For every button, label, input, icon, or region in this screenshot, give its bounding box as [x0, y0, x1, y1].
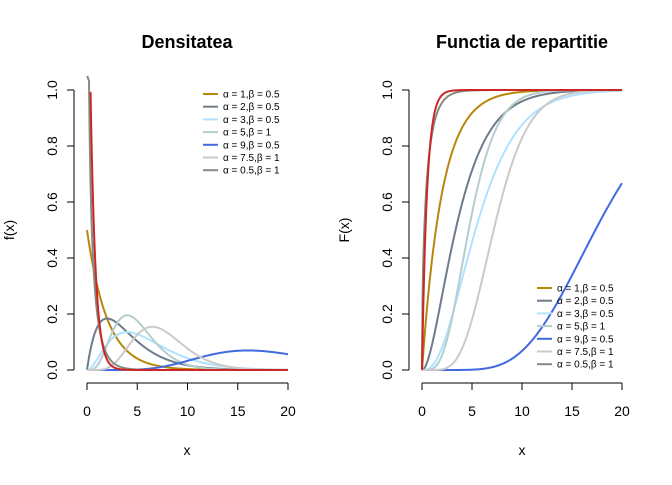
legend-label: α = 1,β = 0.5: [557, 284, 614, 295]
y-tick-label: 0.2: [44, 304, 60, 324]
legend-item: α = 7.5,β = 1: [537, 347, 614, 358]
legend-item: α = 2,β = 0.5: [537, 296, 614, 307]
legend-label: α = 7.5,β = 1: [557, 347, 614, 358]
series-curves: [421, 89, 623, 371]
y-tick-label: 0.6: [379, 192, 395, 212]
legend-item: α = 9,β = 0.5: [203, 140, 280, 151]
legend-item: α = 3,β = 0.5: [537, 309, 614, 320]
x-axis: 0 5 10 15 20: [83, 382, 296, 419]
legend-label: α = 9,β = 0.5: [557, 334, 614, 345]
x-tick-label: 10: [514, 403, 530, 419]
legend-item: α = 0.5,β = 1: [537, 360, 614, 371]
density-panel: Densitatea 0 5 10 15 20 x 0.0 0.2 0.4 0.6 0.8 1.0 f(x…: [1, 32, 296, 458]
y-tick-label: 1.0: [379, 80, 395, 100]
legend-item: α = 5,β = 1: [537, 322, 606, 333]
y-axis-label: f(x): [1, 220, 17, 240]
legend-label: α = 0.5,β = 1: [223, 166, 280, 177]
legend-item: α = 1,β = 0.5: [203, 90, 280, 101]
x-tick-label: 5: [468, 403, 476, 419]
y-tick-label: 0.0: [44, 360, 60, 380]
series-line--9-0.5: [421, 182, 623, 371]
legend-label: α = 2,β = 0.5: [223, 102, 280, 113]
y-tick-label: 0.4: [44, 248, 60, 268]
x-tick-label: 15: [230, 403, 246, 419]
legend-item: α = 7.5,β = 1: [203, 153, 280, 164]
legend-item: α = 9,β = 0.5: [537, 334, 614, 345]
legend-label: α = 2,β = 0.5: [557, 296, 614, 307]
x-axis-label: x: [519, 442, 526, 458]
chart-title: Functia de repartitie: [436, 32, 608, 52]
x-tick-label: 0: [83, 403, 91, 419]
y-tick-label: 0.4: [379, 248, 395, 268]
y-axis: 0.0 0.2 0.4 0.6 0.8 1.0: [44, 80, 75, 380]
series-line-unlabeled-7: [421, 89, 623, 371]
y-axis: 0.0 0.2 0.4 0.6 0.8 1.0: [379, 80, 410, 380]
legend-label: α = 9,β = 0.5: [223, 140, 280, 151]
legend-label: α = 3,β = 0.5: [223, 115, 280, 126]
y-tick-label: 0.8: [379, 136, 395, 156]
y-tick-label: 0.0: [379, 360, 395, 380]
series-line-unlabeled-7: [89, 91, 289, 371]
legend: α = 1,β = 0.5α = 2,β = 0.5 α = 3,β = 0.5 α…: [537, 284, 614, 371]
legend-item: α = 3,β = 0.5: [203, 115, 280, 126]
y-tick-label: 0.2: [379, 304, 395, 324]
legend-label: α = 3,β = 0.5: [557, 309, 614, 320]
legend-label: α = 7.5,β = 1: [223, 153, 280, 164]
y-tick-label: 0.8: [44, 136, 60, 156]
series-line--7.5-1: [421, 89, 623, 371]
x-tick-label: 10: [180, 403, 196, 419]
legend-label: α = 5,β = 1: [557, 322, 606, 333]
legend: α = 1,β = 0.5α = 2,β = 0.5 α = 3,β = 0.5 α…: [203, 90, 280, 177]
legend-item: α = 1,β = 0.5: [537, 284, 614, 295]
legend-item: α = 2,β = 0.5: [203, 102, 280, 113]
y-tick-label: 1.0: [44, 80, 60, 100]
series-curves: [86, 75, 289, 371]
legend-item: α = 5,β = 1: [203, 128, 272, 139]
x-axis-label: x: [184, 442, 191, 458]
y-axis-label: F(x): [336, 218, 352, 243]
x-axis: 0 5 10 15 20: [418, 382, 630, 419]
legend-label: α = 5,β = 1: [223, 128, 272, 139]
chart-title: Densitatea: [141, 32, 233, 52]
legend-label: α = 1,β = 0.5: [223, 90, 280, 101]
x-tick-label: 5: [133, 403, 141, 419]
y-tick-label: 0.6: [44, 192, 60, 212]
legend-label: α = 0.5,β = 1: [557, 360, 614, 371]
x-tick-label: 0: [418, 403, 426, 419]
x-tick-label: 20: [280, 403, 296, 419]
x-tick-label: 20: [614, 403, 630, 419]
x-tick-label: 15: [564, 403, 580, 419]
legend-item: α = 0.5,β = 1: [203, 166, 280, 177]
